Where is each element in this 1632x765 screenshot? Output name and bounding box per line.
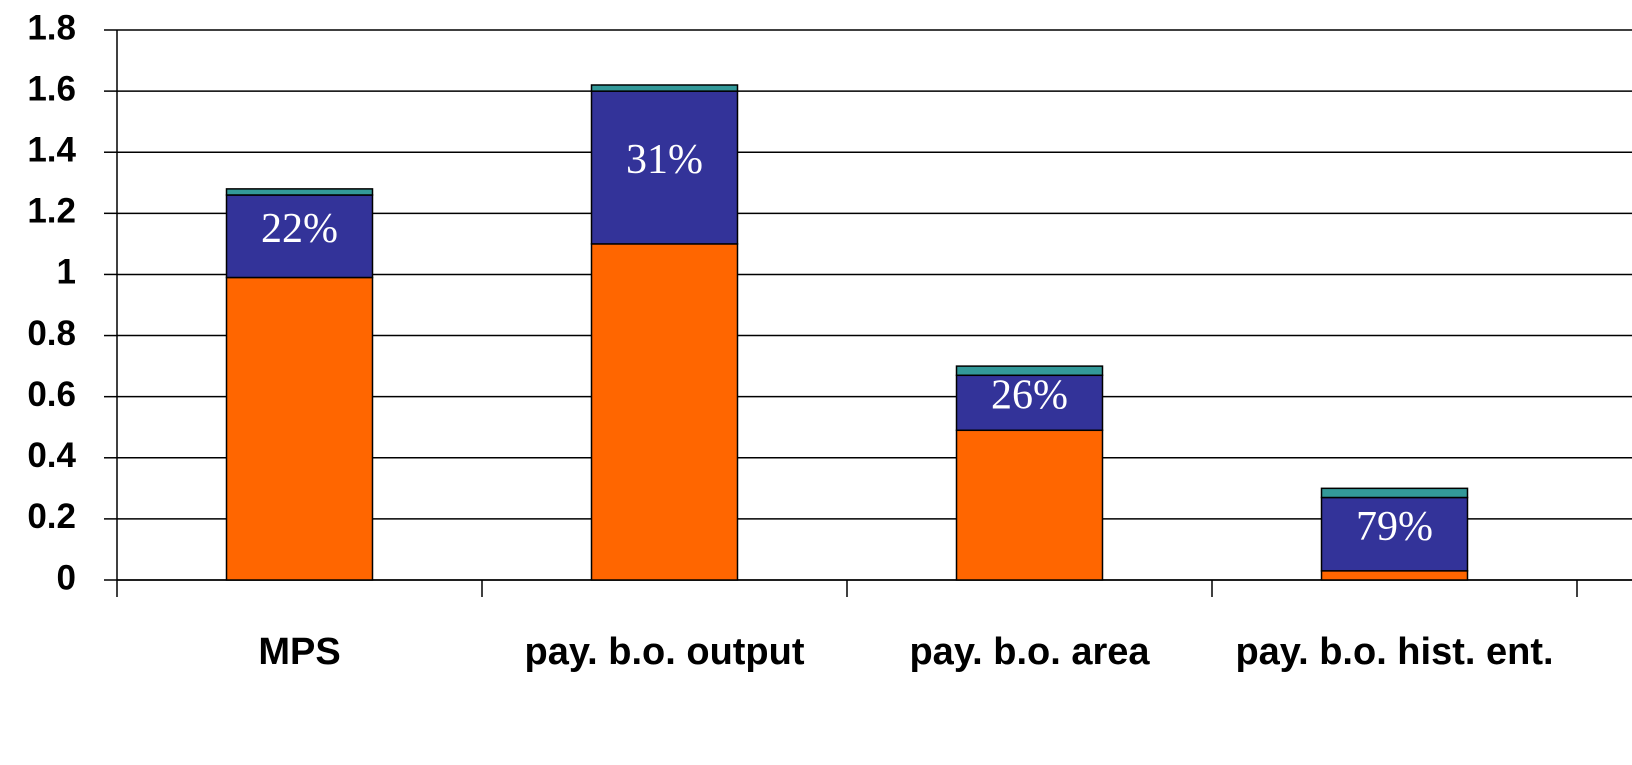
bar-segment [955,429,1104,581]
y-tick-label: 1.8 [27,8,76,47]
bar-segment [590,90,739,245]
x-tick-label: MPS [258,631,341,673]
segment-label: 79% [1356,504,1433,550]
segment-label: 31% [626,137,703,183]
bar-segment [225,188,374,196]
bar-segment [1320,570,1469,581]
bar-segment [590,84,739,92]
y-tick-label: 0.2 [27,497,76,536]
bar-segment [1320,487,1469,499]
segment-label: 26% [991,372,1068,418]
y-tick-label: 1 [57,253,76,292]
bar-segment [225,194,374,279]
y-tick-label: 1.4 [27,130,76,169]
y-tick-label: 0.6 [27,375,76,414]
x-tick-label: pay. b.o. hist. ent. [1235,631,1554,673]
y-tick-label: 0.8 [27,314,76,353]
x-tick-label: pay. b.o. area [909,631,1150,673]
segment-label: 22% [261,206,338,252]
bar-segment [590,243,739,581]
y-tick-label: 1.6 [27,69,76,108]
y-tick-label: 0.4 [27,436,76,475]
bar-segment [955,365,1104,377]
bar-segment [955,374,1104,432]
y-tick-label: 1.2 [27,192,76,231]
x-tick-label: pay. b.o. output [524,631,805,673]
y-tick-label: 0 [57,558,76,597]
bar-segment [1320,496,1469,572]
bar-segment [225,276,374,581]
